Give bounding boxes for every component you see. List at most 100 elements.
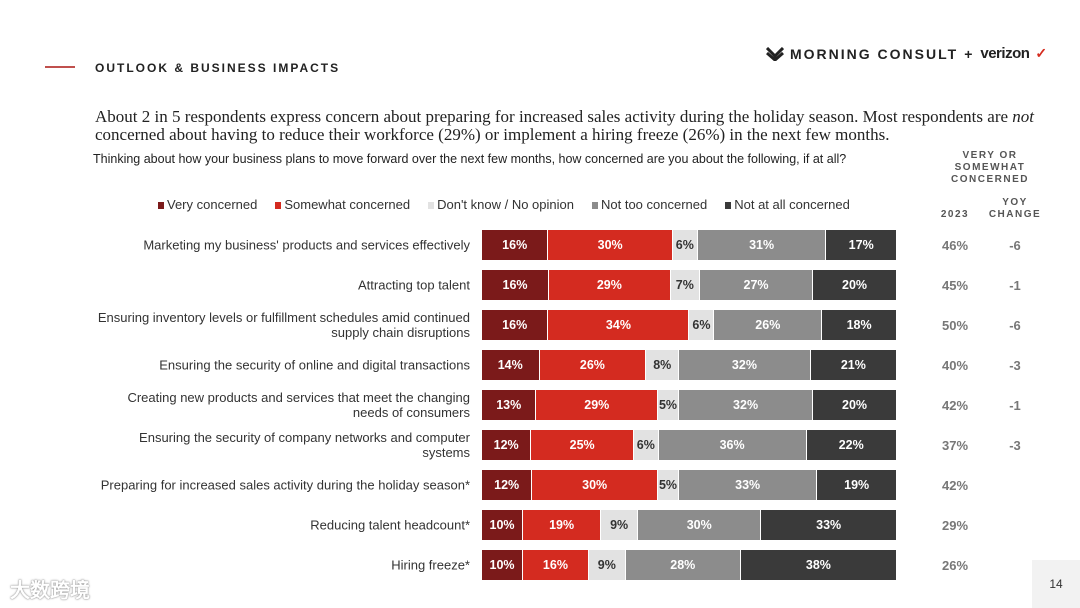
value-yoy: -3 bbox=[1009, 358, 1021, 373]
bar-segment: 7% bbox=[670, 270, 700, 300]
bar-segment: 12% bbox=[482, 430, 532, 460]
category-label: Creating new products and services that … bbox=[127, 390, 470, 420]
bar-segment: 33% bbox=[679, 470, 818, 500]
value-2023: 50% bbox=[941, 318, 969, 333]
bar-segment: 5% bbox=[658, 390, 679, 420]
legend-label: Somewhat concerned bbox=[284, 197, 411, 212]
bar-segment: 14% bbox=[482, 350, 540, 380]
category-label: Reducing talent headcount* bbox=[310, 517, 470, 533]
category-label: Marketing my business' products and serv… bbox=[143, 237, 470, 253]
bar-segment: 26% bbox=[714, 310, 823, 340]
bar-segment: 32% bbox=[679, 350, 811, 380]
headline-part1: About 2 in 5 respondents express concern… bbox=[95, 107, 1013, 126]
bar-segment: 10% bbox=[482, 550, 524, 580]
bar-segment: 13% bbox=[482, 390, 537, 420]
headline-emphasis: not bbox=[1012, 107, 1035, 126]
legend: Very concerned Somewhat concerned Don't kn… bbox=[158, 197, 850, 212]
bar-segment: 16% bbox=[482, 230, 549, 260]
chart-row: Attracting top talent 16% 29% 7% 27% 20% 45% -1 bbox=[0, 270, 1080, 300]
stacked-bar: 10% 16% 9% 28% 38% bbox=[482, 550, 897, 580]
bar-segment: 21% bbox=[810, 350, 897, 380]
section-title: OUTLOOK & BUSINESS IMPACTS bbox=[95, 61, 341, 75]
bar-segment: 36% bbox=[658, 430, 807, 460]
value-yoy: -6 bbox=[1009, 318, 1021, 333]
value-2023: 29% bbox=[941, 518, 969, 533]
watermark: 大数跨境 bbox=[10, 580, 90, 602]
bar-segment: 20% bbox=[813, 390, 897, 420]
stacked-bar: 16% 34% 6% 26% 18% bbox=[482, 310, 897, 340]
bar-segment: 31% bbox=[697, 230, 827, 260]
category-label: Ensuring the security of company network… bbox=[139, 430, 470, 460]
value-2023: 37% bbox=[941, 438, 969, 453]
morning-consult-logo-icon bbox=[766, 46, 784, 61]
survey-question: Thinking about how your business plans t… bbox=[93, 152, 847, 166]
value-2023: 46% bbox=[941, 238, 969, 253]
stacked-bar: 12% 25% 6% 36% 22% bbox=[482, 430, 897, 460]
stacked-bar: 16% 30% 6% 31% 17% bbox=[482, 230, 897, 260]
bar-segment: 27% bbox=[699, 270, 814, 300]
value-2023: 40% bbox=[941, 358, 969, 373]
chart-row: Marketing my business' products and serv… bbox=[0, 230, 1080, 260]
bar-segment: 5% bbox=[658, 470, 679, 500]
bar-segment: 28% bbox=[625, 550, 741, 580]
chart-row: Ensuring inventory levels or fulfillment… bbox=[0, 310, 1080, 340]
bar-segment: 38% bbox=[740, 550, 897, 580]
chart-row: Ensuring the security of company network… bbox=[0, 430, 1080, 460]
stacked-bar: 10% 19% 9% 30% 33% bbox=[482, 510, 897, 540]
category-label: Attracting top talent bbox=[357, 277, 470, 293]
bar-segment: 16% bbox=[482, 310, 549, 340]
legend-item: Somewhat concerned bbox=[275, 197, 410, 212]
bar-segment: 25% bbox=[531, 430, 635, 460]
bar-segment: 33% bbox=[761, 510, 897, 540]
bar-segment: 19% bbox=[817, 470, 897, 500]
bar-segment: 30% bbox=[638, 510, 762, 540]
legend-swatch bbox=[592, 202, 598, 209]
verizon-check-icon: ✓ bbox=[1035, 45, 1050, 61]
value-2023: 26% bbox=[941, 558, 969, 573]
col-header-2023: 2023 bbox=[940, 209, 970, 220]
col-header-yoy: YOY CHANGE bbox=[988, 197, 1042, 220]
bar-segment: 30% bbox=[532, 470, 659, 500]
page-number: 14 bbox=[1032, 560, 1080, 608]
chart-row: Ensuring the security of online and digi… bbox=[0, 350, 1080, 380]
category-label: Preparing for increased sales activity d… bbox=[100, 477, 470, 493]
stacked-bar: 13% 29% 5% 32% 20% bbox=[482, 390, 897, 420]
category-label: Hiring freeze* bbox=[391, 557, 470, 573]
section-accent-line bbox=[45, 66, 75, 68]
bar-segment: 12% bbox=[482, 470, 533, 500]
legend-label: Not at all concerned bbox=[734, 197, 850, 212]
value-yoy: -1 bbox=[1009, 398, 1021, 413]
chart-row: Hiring freeze* 10% 16% 9% 28% 38% 26% bbox=[0, 550, 1080, 580]
bar-segment: 29% bbox=[549, 270, 671, 300]
bar-segment: 29% bbox=[536, 390, 659, 420]
stacked-bar: 12% 30% 5% 33% 19% bbox=[482, 470, 897, 500]
bar-segment: 6% bbox=[634, 430, 659, 460]
headline: About 2 in 5 respondents express concern… bbox=[95, 108, 1035, 144]
bar-segment: 18% bbox=[822, 310, 897, 340]
logo: MORNING CONSULT + verizon ✓ bbox=[766, 45, 1049, 62]
value-2023: 42% bbox=[941, 478, 969, 493]
legend-label: Not too concerned bbox=[601, 197, 708, 212]
value-yoy: -3 bbox=[1009, 438, 1021, 453]
chart-row: Creating new products and services that … bbox=[0, 390, 1080, 420]
bar-segment: 16% bbox=[523, 550, 589, 580]
bar-segment: 9% bbox=[588, 550, 626, 580]
value-yoy: -6 bbox=[1009, 238, 1021, 253]
bar-segment: 6% bbox=[689, 310, 715, 340]
bar-segment: 34% bbox=[548, 310, 690, 340]
category-label: Ensuring the security of online and digi… bbox=[159, 357, 470, 373]
headline-part2: concerned about having to reduce their w… bbox=[95, 125, 890, 144]
bar-segment: 32% bbox=[679, 390, 814, 420]
stacked-bar: 14% 26% 8% 32% 21% bbox=[482, 350, 897, 380]
bar-segment: 22% bbox=[806, 430, 897, 460]
logo-plus: + bbox=[964, 45, 975, 62]
legend-swatch bbox=[428, 202, 435, 209]
bar-segment: 9% bbox=[601, 510, 639, 540]
value-2023: 45% bbox=[941, 278, 969, 293]
category-label: Ensuring inventory levels or fulfillment… bbox=[97, 310, 470, 340]
legend-swatch bbox=[725, 202, 732, 209]
legend-swatch bbox=[275, 202, 282, 209]
logo-partner: verizon bbox=[980, 45, 1030, 62]
legend-label: Very concerned bbox=[167, 197, 258, 212]
legend-item: Not too concerned bbox=[592, 197, 707, 212]
